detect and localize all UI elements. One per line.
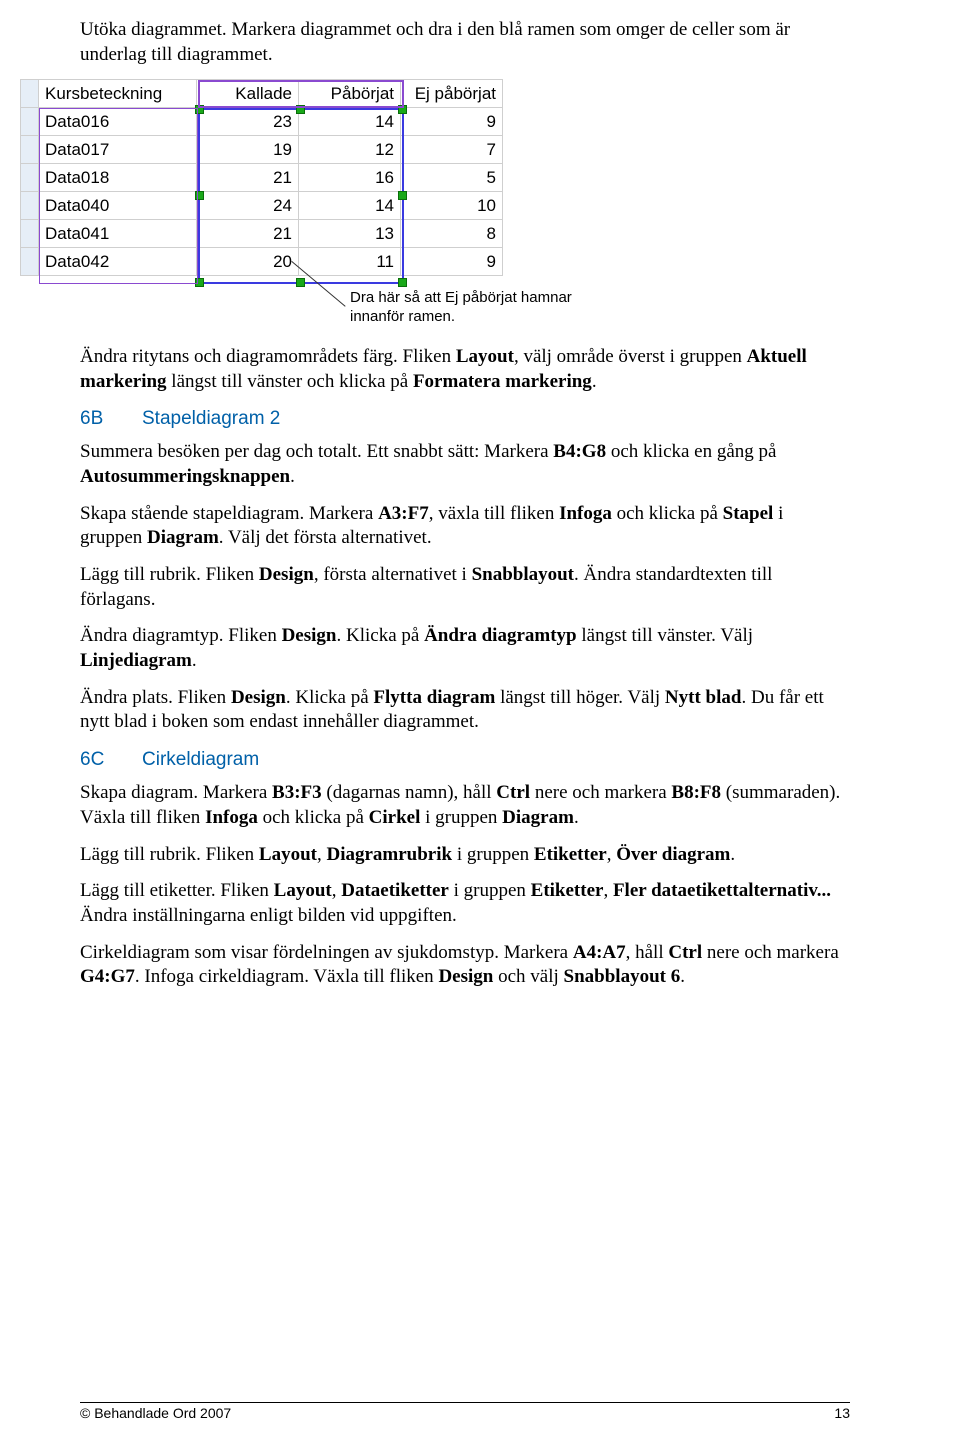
callout-text: Dra här så att Ej påbörjat hamnar innanf… — [350, 289, 572, 325]
table-row: Data018 21 16 5 — [21, 164, 503, 192]
cell: Data040 — [39, 192, 197, 220]
section-heading-6c: 6CCirkeldiagram — [80, 749, 850, 771]
table-row: Data016 23 14 9 — [21, 108, 503, 136]
cell: Data041 — [39, 220, 197, 248]
heading-number: 6C — [80, 749, 142, 771]
body-paragraph: Summera besöken per dag och totalt. Ett … — [80, 440, 850, 489]
cell: 14 — [299, 192, 401, 220]
table-row: Data040 24 14 10 — [21, 192, 503, 220]
cell: 8 — [401, 220, 503, 248]
col-header: Kursbeteckning — [39, 80, 197, 108]
cell: 5 — [401, 164, 503, 192]
spreadsheet-figure: Kursbeteckning Kallade Påbörjat Ej påbör… — [20, 79, 580, 281]
heading-title: Cirkeldiagram — [142, 749, 259, 770]
heading-number: 6B — [80, 408, 142, 430]
body-paragraph: Lägg till rubrik. Fliken Layout, Diagram… — [80, 843, 850, 868]
body-paragraph: Skapa stående stapeldiagram. Markera A3:… — [80, 502, 850, 551]
data-table: Kursbeteckning Kallade Påbörjat Ej påbör… — [20, 79, 503, 276]
cell: 23 — [197, 108, 299, 136]
cell: 12 — [299, 136, 401, 164]
cell: 11 — [299, 248, 401, 276]
heading-title: Stapeldiagram 2 — [142, 408, 280, 429]
table-row: Data042 20 11 9 — [21, 248, 503, 276]
row-header-gutter — [21, 80, 39, 108]
cell: 9 — [401, 108, 503, 136]
cell: 14 — [299, 108, 401, 136]
cell: 21 — [197, 220, 299, 248]
cell: 7 — [401, 136, 503, 164]
col-header: Ej påbörjat — [401, 80, 503, 108]
page-footer: © Behandlade Ord 2007 13 — [80, 1402, 850, 1421]
cell: 10 — [401, 192, 503, 220]
footer-page-number: 13 — [834, 1405, 850, 1421]
table-row: Data017 19 12 7 — [21, 136, 503, 164]
body-paragraph: Ändra ritytans och diagramområdets färg.… — [80, 345, 850, 394]
cell: 19 — [197, 136, 299, 164]
callout-note: Dra här så att Ej påbörjat hamnar innanf… — [350, 289, 590, 327]
cell: 21 — [197, 164, 299, 192]
body-paragraph: Ändra plats. Fliken Design. Klicka på Fl… — [80, 686, 850, 735]
body-paragraph: Lägg till rubrik. Fliken Design, första … — [80, 563, 850, 612]
cell: 16 — [299, 164, 401, 192]
section-heading-6b: 6BStapeldiagram 2 — [80, 408, 850, 430]
cell: 13 — [299, 220, 401, 248]
table-header-row: Kursbeteckning Kallade Påbörjat Ej påbör… — [21, 80, 503, 108]
body-paragraph: Lägg till etiketter. Fliken Layout, Data… — [80, 879, 850, 928]
cell: 24 — [197, 192, 299, 220]
intro-paragraph: Utöka diagrammet. Markera diagrammet och… — [80, 18, 850, 67]
body-paragraph: Cirkeldiagram som visar fördelningen av … — [80, 941, 850, 990]
footer-copyright: © Behandlade Ord 2007 — [80, 1405, 231, 1421]
col-header: Påbörjat — [299, 80, 401, 108]
cell: Data016 — [39, 108, 197, 136]
cell: Data042 — [39, 248, 197, 276]
body-paragraph: Skapa diagram. Markera B3:F3 (dagarnas n… — [80, 781, 850, 830]
body-paragraph: Ändra diagramtyp. Fliken Design. Klicka … — [80, 624, 850, 673]
table-row: Data041 21 13 8 — [21, 220, 503, 248]
cell: 9 — [401, 248, 503, 276]
cell: Data017 — [39, 136, 197, 164]
cell: Data018 — [39, 164, 197, 192]
col-header: Kallade — [197, 80, 299, 108]
